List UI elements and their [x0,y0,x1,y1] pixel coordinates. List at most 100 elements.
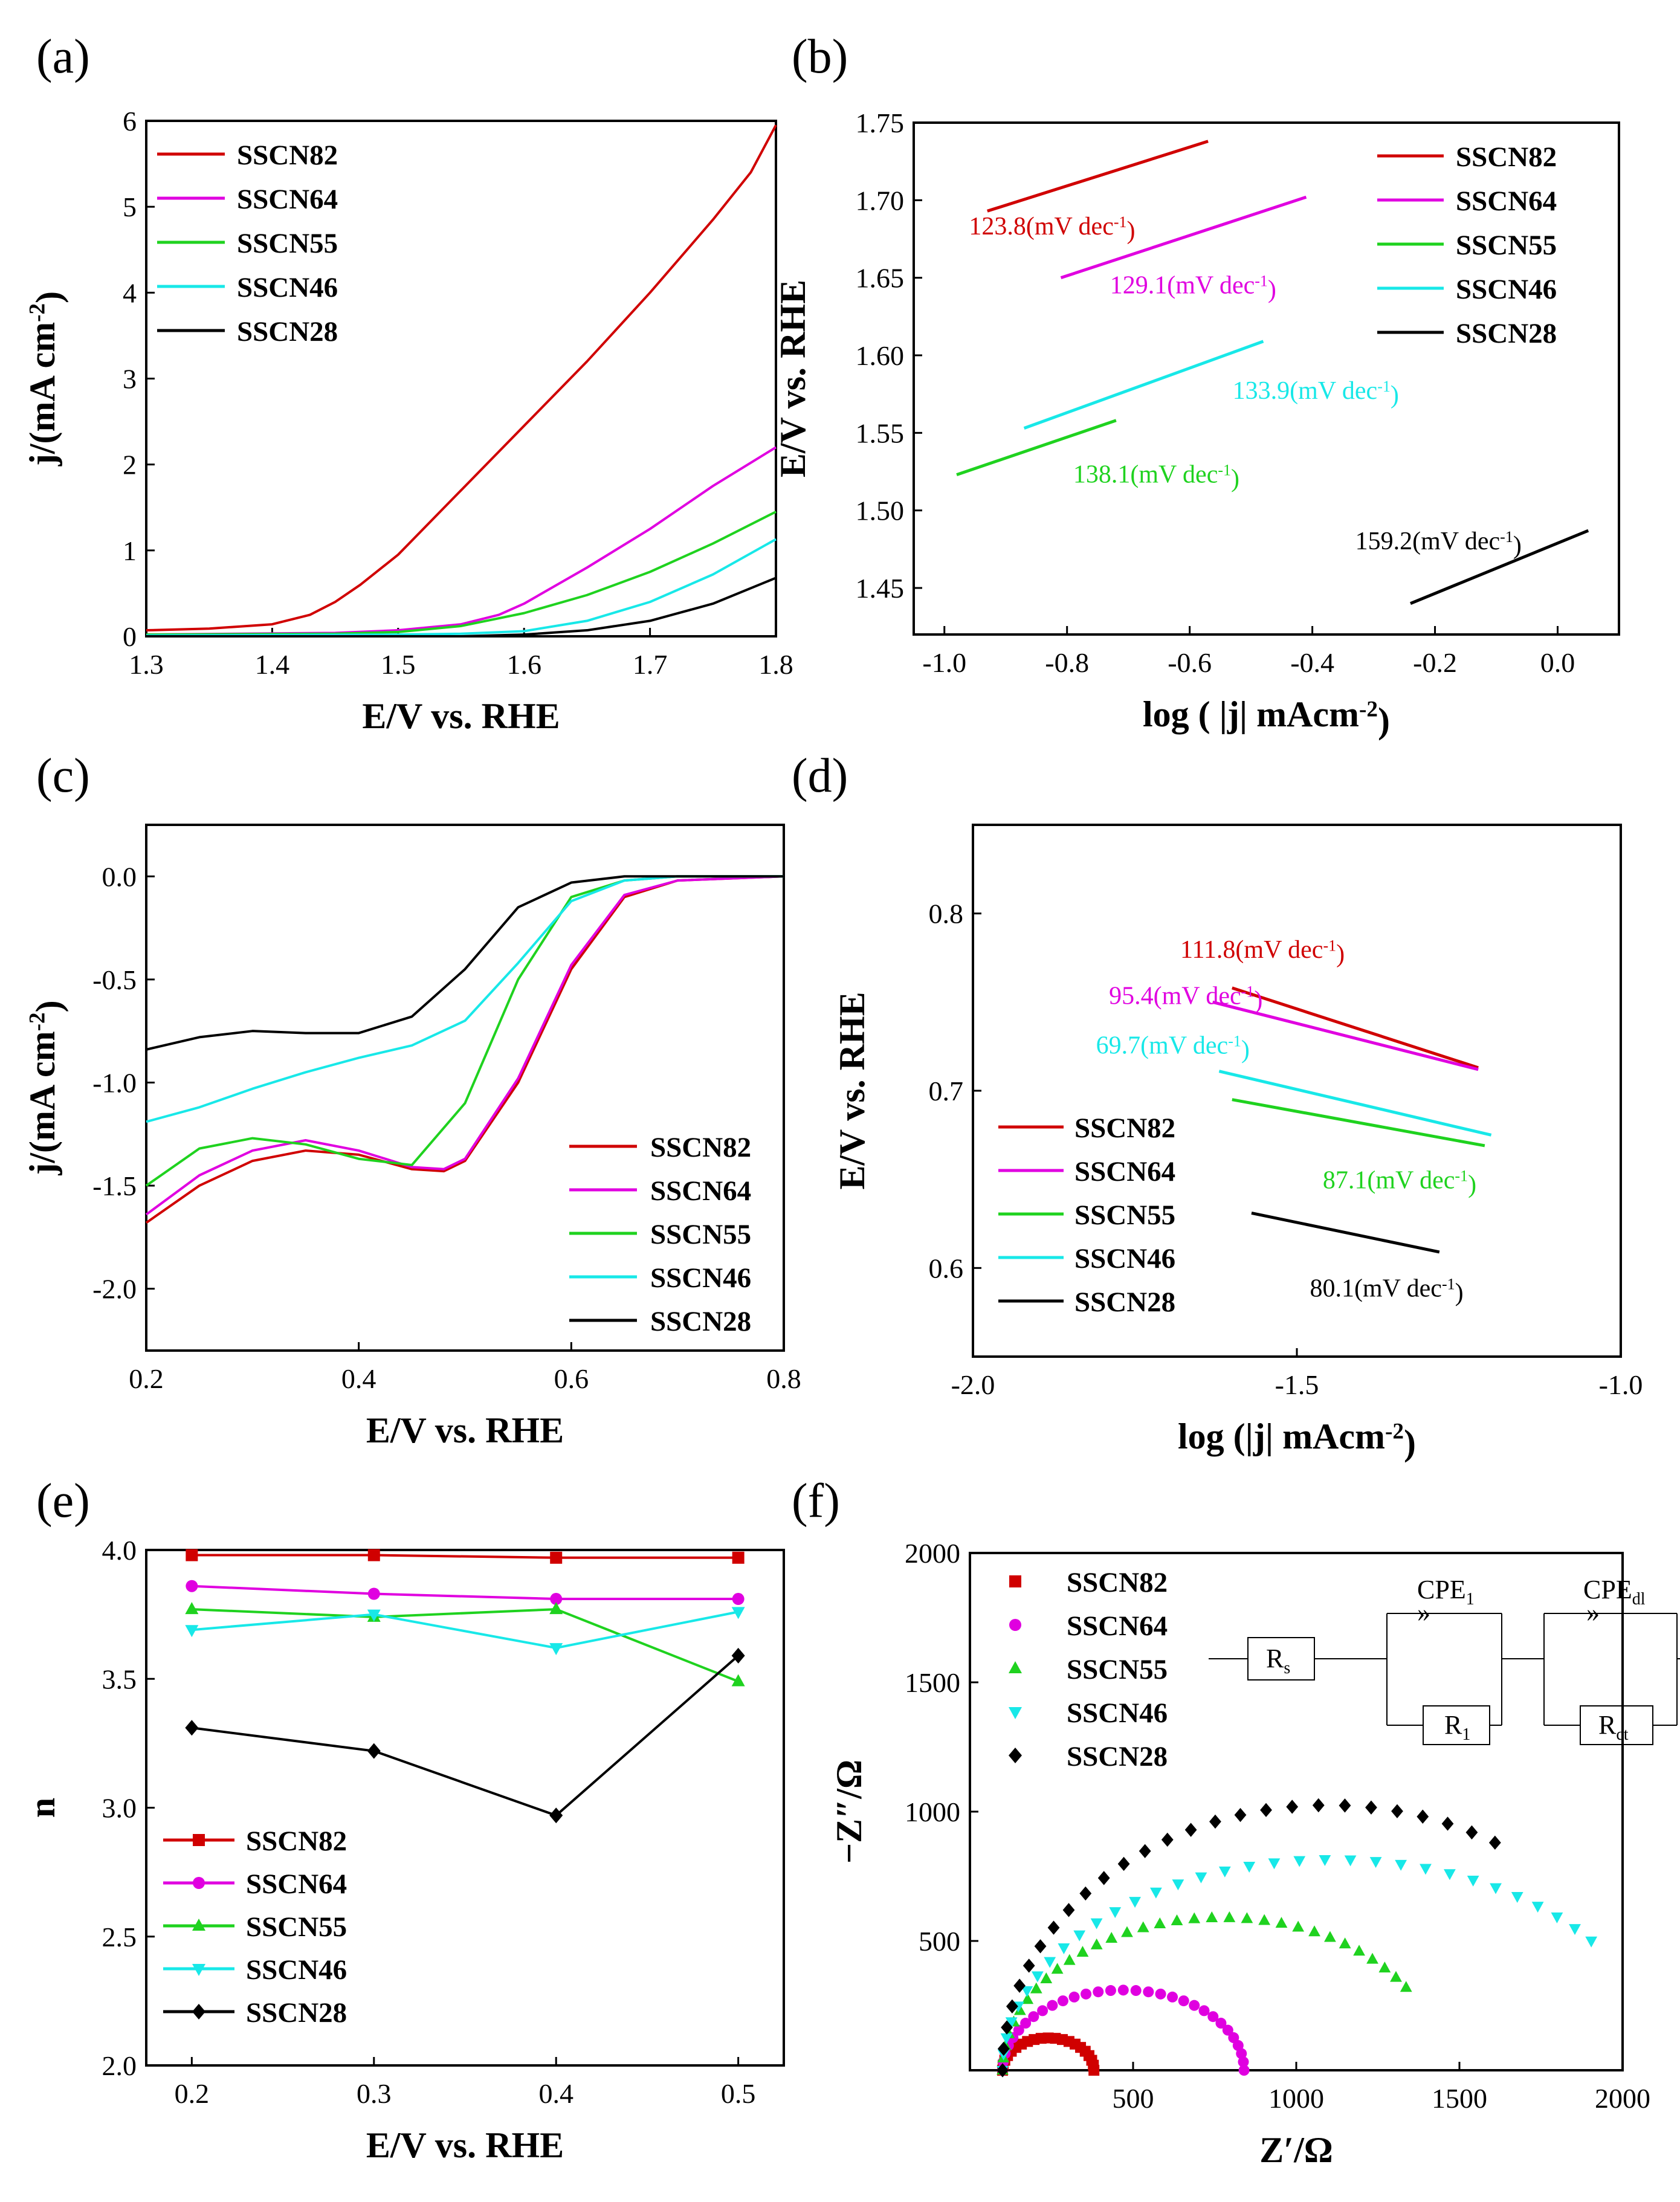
y-axis-title-part: j/(mA cm [22,1031,62,1175]
data-point-SSCN55 [731,1674,745,1687]
legend-label-SSCN46: SSCN46 [650,1262,751,1294]
data-point-SSCN46 [1031,1971,1044,1983]
panel-label: (d) [792,749,848,802]
x-axis-title-sup: -2 [1359,697,1378,722]
y-tick-label: -2.0 [92,1274,137,1305]
data-point-SSCN64 [1238,2065,1250,2076]
x-tick-label: 500 [1113,2083,1154,2114]
data-point-SSCN64 [1207,2011,1219,2023]
x-tick-label: -0.4 [1290,647,1334,678]
legend-label-SSCN28: SSCN28 [246,1997,347,2029]
x-axis-title-part: ) [1378,700,1390,740]
y-axis-title: E/V vs. RHE [832,992,872,1189]
data-point-SSCN55 [549,1602,563,1615]
annotation-SSCN82: 123.8(mV dec-1) [969,213,1135,245]
legend-label-SSCN55: SSCN55 [650,1219,751,1250]
series-line-SSCN28 [1410,529,1589,605]
data-point-SSCN46 [1319,1855,1331,1867]
plot-frame [145,824,785,1352]
y-tick-label: 1.75 [856,108,905,138]
data-point-SSCN46 [1395,1859,1407,1871]
x-tick-label: 1.4 [255,649,290,680]
panel-2: (c) 0.2 0.4 0.6 0.8 -2.0 -1.5 -1.0 -0.5 0.0 E/V vs… [22,749,801,1450]
x-tick-label: 0.8 [766,1363,801,1394]
data-point-SSCN28 [1006,1999,1018,2013]
data-point-SSCN55 [1013,2004,1026,2015]
legend-marker-SSCN64 [193,1877,205,1889]
annotation-SSCN55-part: 87.1(mV dec [1323,1166,1455,1194]
x-tick-label: -2.0 [951,1369,995,1400]
data-point-SSCN28 [1062,1903,1075,1917]
y-tick-label: -1.5 [92,1170,137,1201]
data-point-SSCN64 [1093,1986,1104,1998]
annotation-SSCN46-part: 69.7(mV dec [1096,1032,1229,1059]
data-point-SSCN28 [1034,1939,1047,1954]
y-axis-title: E/V vs. RHE [773,280,813,477]
label-cpe1: CPE1 [1417,1575,1475,1609]
data-point-SSCN28 [1234,1807,1247,1823]
y-tick-label: 2.0 [102,2050,137,2081]
data-point-SSCN28 [549,1807,563,1824]
x-axis-title: E/V vs. RHE [362,696,560,736]
data-point-SSCN55 [1366,1952,1378,1964]
x-tick-label: 0.0 [1540,647,1575,678]
series-line-SSCN55 [192,1608,739,1683]
data-point-SSCN46 [1444,1869,1456,1881]
data-point-SSCN55 [1206,1911,1218,1922]
data-point-SSCN64 [1047,2000,1058,2011]
annotation-SSCN55-sup: -1 [1455,1167,1468,1185]
data-point-SSCN28 [1339,1798,1351,1813]
legend-marker-SSCN82 [193,1834,205,1846]
series-line-SSCN28 [146,576,777,638]
x-axis-title-part: log (|j| mAcm [1178,1416,1385,1456]
panel-1: (b) -1.0 -0.8 -0.6 -0.4 -0.2 0.0 1.45 1.50 1.55 1.… [773,30,1620,740]
data-point-SSCN46 [1585,1936,1598,1948]
legend-label-SSCN82: SSCN82 [246,1826,347,1857]
cpedl-symbol: » [1586,1598,1600,1627]
data-point-SSCN55 [1171,1914,1183,1926]
annotation-SSCN28: 80.1(mV dec-1) [1310,1274,1463,1306]
annotation-SSCN55: 87.1(mV dec-1) [1323,1166,1476,1198]
annotation-SSCN46: 133.9(mV dec-1) [1233,377,1399,409]
data-point-SSCN28 [1013,1978,1026,1993]
annotation-SSCN46-sup: -1 [1377,378,1391,395]
data-point-SSCN55 [1292,1920,1305,1932]
y-tick-label: 500 [919,1926,960,1957]
data-point-SSCN64 [1236,2048,1247,2059]
data-point-SSCN46 [1344,1855,1357,1867]
x-tick-label: 0.4 [538,2078,573,2109]
legend-label-SSCN55: SSCN55 [1067,1654,1168,1685]
data-point-SSCN55 [1188,1912,1201,1923]
series-line-SSCN46 [1023,340,1264,430]
x-axis-title: Z′/Ω [1259,2130,1333,2170]
panel-label: (c) [36,749,90,802]
data-point-SSCN46 [1490,1883,1502,1894]
legend-label-SSCN64: SSCN64 [1456,186,1557,217]
x-axis-title: log ( |j| mAcm-2) [1143,694,1390,740]
series-line-SSCN55 [1232,1098,1485,1148]
data-point-SSCN64 [550,1593,563,1606]
y-axis-title: j/(mA cm-2) [22,1000,68,1175]
y-tick-label: 0.7 [929,1076,964,1106]
data-point-SSCN64 [1068,1991,1080,2003]
x-axis-title: E/V vs. RHE [366,2125,564,2165]
data-point-SSCN64 [1167,1991,1178,2003]
series-line-SSCN28 [192,1655,739,1817]
series-line-SSCN46 [146,538,777,637]
x-axis-title-part: log ( |j| mAcm [1143,694,1359,734]
x-tick-label: 0.6 [554,1363,589,1394]
panel-label: (b) [792,30,848,83]
x-axis-title: log (|j| mAcm-2) [1178,1416,1416,1462]
data-point-SSCN28 [1209,1814,1221,1829]
y-axis-title: −Z″/Ω [829,1760,869,1864]
data-point-SSCN55 [185,1602,199,1615]
y-tick-label: 0.0 [102,861,137,892]
data-point-SSCN28 [1184,1823,1197,1837]
y-tick-label: 1.60 [856,340,905,371]
annotation-SSCN64-part: 95.4(mV dec [1109,982,1241,1010]
x-tick-label: -0.8 [1045,647,1089,678]
cpe1-symbol: » [1417,1598,1430,1627]
data-point-SSCN82 [186,1549,198,1561]
